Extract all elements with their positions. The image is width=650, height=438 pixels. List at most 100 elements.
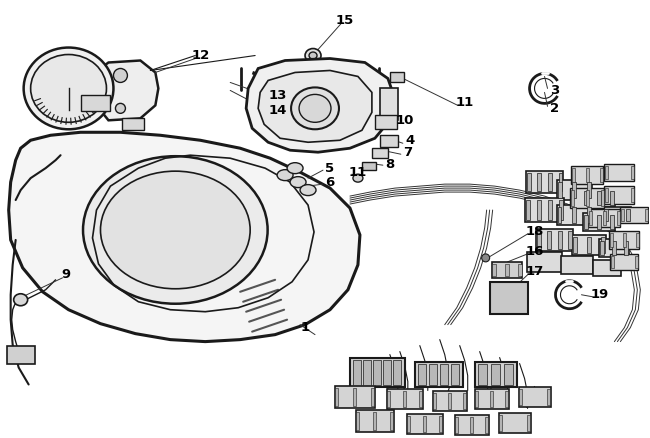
Text: 5: 5 bbox=[326, 162, 335, 175]
Bar bbox=[363, 360, 371, 385]
Bar bbox=[572, 168, 575, 182]
Bar bbox=[571, 166, 603, 184]
Bar bbox=[429, 364, 437, 385]
Bar bbox=[584, 215, 588, 229]
Bar bbox=[547, 231, 551, 249]
Bar bbox=[571, 188, 605, 208]
Bar bbox=[407, 414, 443, 434]
Bar bbox=[605, 188, 608, 202]
Text: 3: 3 bbox=[550, 84, 559, 97]
Bar bbox=[439, 417, 442, 432]
Bar bbox=[353, 360, 361, 385]
Bar bbox=[354, 389, 356, 406]
Bar bbox=[604, 209, 608, 221]
Bar bbox=[387, 389, 422, 410]
Bar bbox=[490, 392, 493, 407]
Text: 1: 1 bbox=[300, 321, 309, 334]
Polygon shape bbox=[246, 59, 395, 152]
Bar bbox=[478, 364, 487, 385]
Bar bbox=[610, 254, 638, 270]
Bar bbox=[350, 357, 405, 388]
Text: 10: 10 bbox=[396, 114, 414, 127]
Text: 19: 19 bbox=[590, 288, 608, 301]
Bar bbox=[556, 205, 592, 225]
Bar bbox=[621, 209, 624, 221]
Bar bbox=[485, 417, 488, 433]
Bar bbox=[537, 173, 541, 191]
Bar bbox=[390, 72, 404, 82]
Text: 17: 17 bbox=[525, 265, 543, 278]
Ellipse shape bbox=[291, 88, 339, 129]
Text: 16: 16 bbox=[525, 245, 544, 258]
Bar bbox=[573, 207, 577, 223]
Bar bbox=[526, 171, 564, 193]
Bar bbox=[491, 364, 500, 385]
Bar bbox=[584, 189, 616, 207]
Ellipse shape bbox=[114, 68, 127, 82]
Bar bbox=[448, 393, 451, 410]
Bar bbox=[391, 413, 393, 430]
Bar bbox=[593, 260, 621, 276]
Bar bbox=[558, 207, 562, 223]
Bar bbox=[617, 211, 620, 225]
Ellipse shape bbox=[23, 48, 114, 129]
Bar bbox=[573, 182, 577, 198]
Ellipse shape bbox=[300, 184, 316, 196]
Bar bbox=[597, 215, 601, 229]
Text: 12: 12 bbox=[191, 49, 209, 62]
Ellipse shape bbox=[116, 103, 125, 113]
Bar bbox=[537, 200, 541, 220]
Bar bbox=[499, 413, 530, 433]
Bar bbox=[434, 393, 436, 410]
Ellipse shape bbox=[290, 177, 306, 187]
Text: 4: 4 bbox=[405, 134, 415, 147]
Bar bbox=[587, 182, 591, 198]
Bar bbox=[474, 361, 517, 388]
Bar bbox=[610, 191, 614, 205]
Bar bbox=[548, 200, 552, 220]
Text: 2: 2 bbox=[550, 102, 559, 115]
Text: 11: 11 bbox=[349, 166, 367, 179]
Bar bbox=[571, 190, 574, 206]
Bar bbox=[373, 360, 381, 385]
Bar bbox=[645, 209, 648, 221]
Bar bbox=[519, 388, 551, 407]
Ellipse shape bbox=[277, 170, 293, 180]
Bar bbox=[383, 360, 391, 385]
Bar bbox=[623, 233, 626, 247]
Bar bbox=[610, 215, 614, 229]
Ellipse shape bbox=[309, 52, 317, 59]
Bar bbox=[372, 148, 388, 158]
Bar bbox=[356, 410, 394, 432]
Bar bbox=[558, 182, 562, 198]
Bar bbox=[440, 364, 448, 385]
Bar bbox=[584, 191, 588, 205]
Bar bbox=[601, 190, 604, 206]
Bar bbox=[525, 198, 564, 222]
Text: 11: 11 bbox=[456, 96, 474, 109]
Bar bbox=[610, 231, 640, 249]
Bar bbox=[636, 233, 639, 247]
Bar bbox=[393, 360, 401, 385]
Text: 18: 18 bbox=[525, 226, 544, 238]
Bar bbox=[519, 389, 522, 406]
Bar bbox=[81, 95, 110, 111]
Bar bbox=[371, 389, 374, 406]
Bar bbox=[558, 231, 562, 249]
Ellipse shape bbox=[83, 156, 268, 304]
Bar bbox=[601, 241, 604, 255]
Text: 13: 13 bbox=[269, 89, 287, 102]
Polygon shape bbox=[258, 71, 372, 142]
Bar bbox=[433, 392, 467, 411]
Bar bbox=[603, 207, 631, 223]
Bar bbox=[404, 392, 406, 407]
Bar bbox=[611, 256, 614, 268]
Bar bbox=[625, 241, 629, 255]
Bar bbox=[526, 200, 530, 220]
Bar bbox=[527, 415, 530, 431]
Bar bbox=[586, 190, 589, 206]
Bar bbox=[380, 88, 398, 120]
Bar bbox=[474, 389, 508, 410]
Bar bbox=[122, 118, 144, 130]
Bar bbox=[375, 115, 397, 129]
